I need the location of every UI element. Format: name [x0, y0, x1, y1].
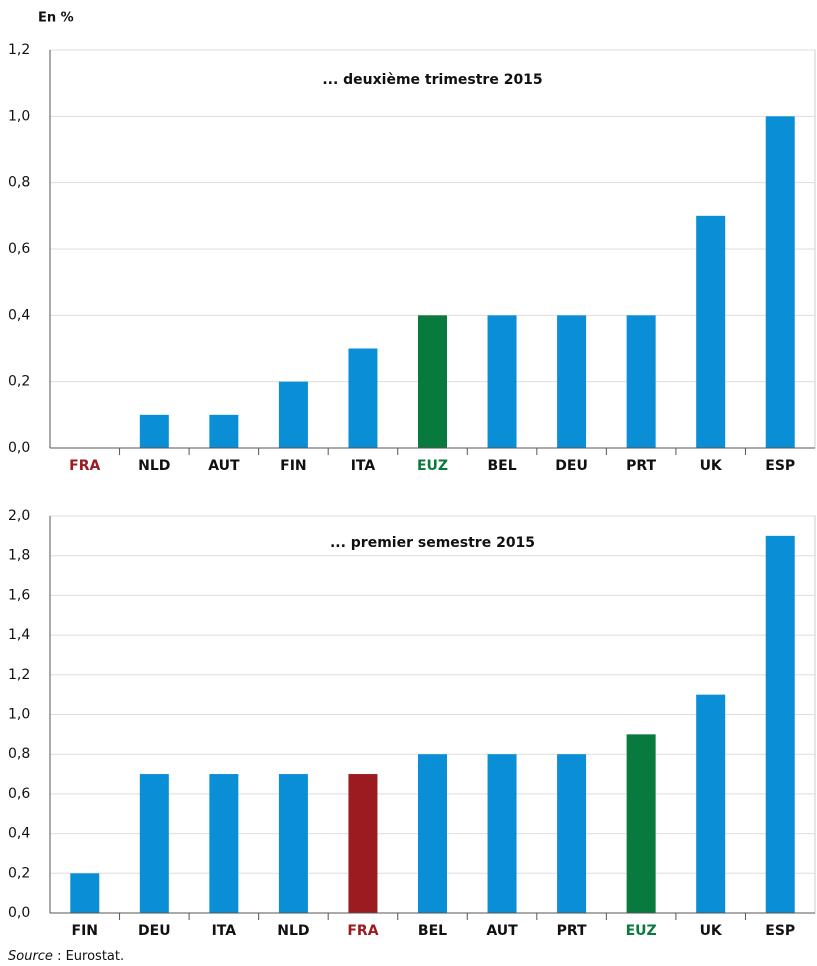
x-tick-label: DEU — [555, 458, 588, 474]
bar — [278, 774, 308, 913]
y-tick-label: 1,0 — [8, 707, 30, 723]
y-tick-label: 0,2 — [8, 865, 30, 881]
y-tick-label: 1,2 — [8, 42, 30, 58]
bar — [209, 774, 239, 913]
x-tick-label: FRA — [69, 458, 100, 474]
x-tick-label: ITA — [212, 923, 237, 939]
bar — [487, 315, 517, 448]
x-tick-label: NLD — [277, 923, 309, 939]
x-tick-label: EUZ — [626, 923, 657, 939]
y-tick-label: 1,6 — [8, 587, 30, 603]
bar — [348, 774, 378, 913]
x-tick-label: BEL — [418, 923, 447, 939]
bar — [626, 315, 656, 448]
source-label: Source — [8, 949, 53, 964]
x-tick-label: PRT — [626, 458, 656, 474]
source-note: Source : Eurostat. — [8, 949, 124, 964]
bar — [626, 734, 656, 913]
bar — [696, 694, 726, 913]
y-tick-label: 0,0 — [8, 440, 30, 456]
x-tick-label: BEL — [487, 458, 516, 474]
bar — [696, 215, 726, 448]
bar — [70, 873, 100, 913]
y-tick-label: 0,6 — [8, 786, 30, 802]
x-tick-label: PRT — [557, 923, 587, 939]
x-tick-label: NLD — [138, 458, 170, 474]
bar — [348, 348, 378, 448]
chart-title: ... deuxième trimestre 2015 — [322, 72, 542, 88]
bar — [418, 754, 447, 913]
y-tick-label: 0,8 — [8, 175, 30, 191]
x-tick-label: EUZ — [417, 458, 448, 474]
y-tick-label: 1,4 — [8, 627, 30, 643]
y-tick-label: 0,4 — [8, 307, 30, 323]
bar — [209, 414, 239, 448]
y-tick-label: 2,0 — [8, 508, 30, 524]
y-tick-label: 0,4 — [8, 826, 30, 842]
y-tick-label: 0,0 — [8, 905, 30, 921]
y-tick-label: 1,0 — [8, 108, 30, 124]
bar — [139, 414, 169, 448]
bar — [139, 774, 169, 913]
y-tick-label: 1,2 — [8, 667, 30, 683]
x-tick-label: UK — [700, 923, 723, 939]
unit-label: En % — [38, 11, 74, 26]
x-tick-label: FIN — [72, 923, 99, 939]
bar — [418, 315, 447, 448]
y-tick-label: 1,8 — [8, 548, 30, 564]
bar — [765, 116, 795, 448]
x-tick-label: ESP — [765, 923, 795, 939]
y-tick-label: 0,2 — [8, 374, 30, 390]
x-tick-label: FIN — [280, 458, 307, 474]
x-tick-label: ESP — [765, 458, 795, 474]
x-tick-label: DEU — [138, 923, 171, 939]
y-tick-label: 0,8 — [8, 746, 30, 762]
y-tick-label: 0,6 — [8, 241, 30, 257]
bar — [487, 754, 517, 913]
bar — [557, 754, 587, 913]
chart-title: ... premier semestre 2015 — [330, 535, 535, 551]
source-text: : Eurostat. — [53, 949, 124, 964]
x-tick-label: FRA — [347, 923, 378, 939]
x-tick-label: AUT — [486, 923, 518, 939]
x-tick-label: UK — [700, 458, 723, 474]
bar — [557, 315, 587, 448]
bar — [765, 535, 795, 913]
x-tick-label: AUT — [208, 458, 240, 474]
bar — [278, 381, 308, 448]
x-tick-label: ITA — [351, 458, 376, 474]
